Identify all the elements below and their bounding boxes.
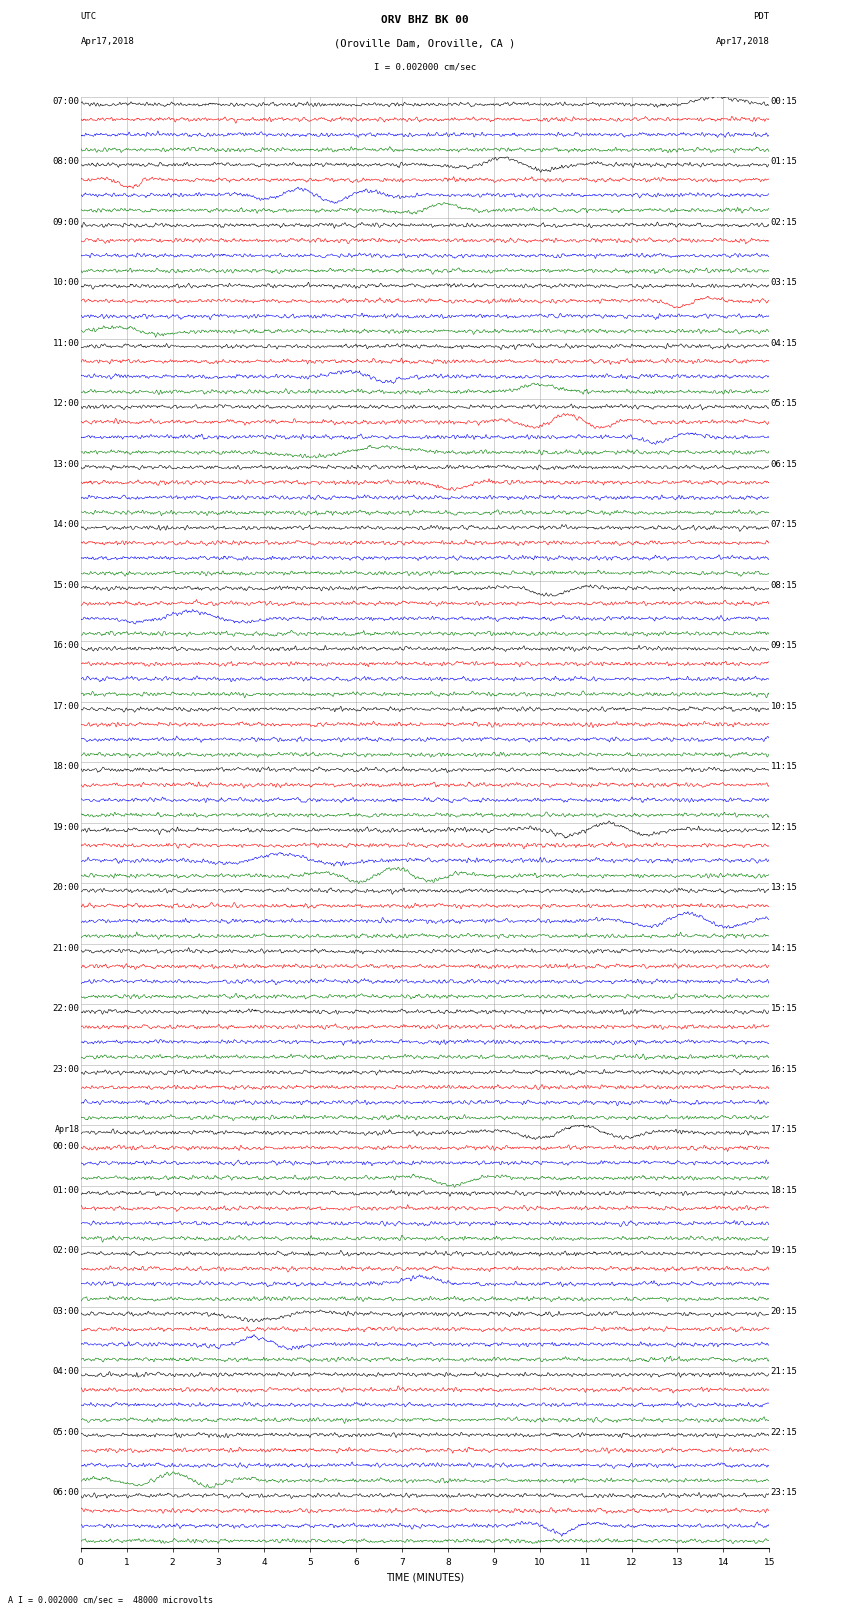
Text: 13:15: 13:15 [771,884,797,892]
Text: 00:15: 00:15 [771,97,797,106]
Text: 06:15: 06:15 [771,460,797,469]
Text: 08:00: 08:00 [53,158,79,166]
Text: 01:15: 01:15 [771,158,797,166]
Text: 07:15: 07:15 [771,519,797,529]
Text: 15:15: 15:15 [771,1003,797,1013]
Text: PDT: PDT [753,11,769,21]
Text: 12:00: 12:00 [53,400,79,408]
Text: 04:15: 04:15 [771,339,797,348]
Text: 21:15: 21:15 [771,1368,797,1376]
Text: 09:00: 09:00 [53,218,79,227]
Text: 14:15: 14:15 [771,944,797,953]
Text: 10:15: 10:15 [771,702,797,711]
Text: Apr17,2018: Apr17,2018 [81,37,134,45]
Text: I = 0.002000 cm/sec: I = 0.002000 cm/sec [374,63,476,73]
Text: A I = 0.002000 cm/sec =  48000 microvolts: A I = 0.002000 cm/sec = 48000 microvolts [8,1595,213,1605]
Text: 03:00: 03:00 [53,1307,79,1316]
Text: 09:15: 09:15 [771,642,797,650]
Text: 22:00: 22:00 [53,1003,79,1013]
Text: 01:00: 01:00 [53,1186,79,1195]
Text: Apr17,2018: Apr17,2018 [716,37,769,45]
Text: 15:00: 15:00 [53,581,79,590]
Text: 20:00: 20:00 [53,884,79,892]
Text: 17:15: 17:15 [771,1126,797,1134]
Text: Apr18: Apr18 [54,1126,79,1134]
Text: 13:00: 13:00 [53,460,79,469]
Text: 00:00: 00:00 [53,1142,79,1152]
Text: 05:15: 05:15 [771,400,797,408]
Text: 02:00: 02:00 [53,1245,79,1255]
Text: 23:15: 23:15 [771,1487,797,1497]
Text: 07:00: 07:00 [53,97,79,106]
Text: 03:15: 03:15 [771,279,797,287]
Text: 23:00: 23:00 [53,1065,79,1074]
Text: 21:00: 21:00 [53,944,79,953]
Text: 11:00: 11:00 [53,339,79,348]
X-axis label: TIME (MINUTES): TIME (MINUTES) [386,1573,464,1582]
Text: 20:15: 20:15 [771,1307,797,1316]
Text: 02:15: 02:15 [771,218,797,227]
Text: 19:15: 19:15 [771,1245,797,1255]
Text: 06:00: 06:00 [53,1487,79,1497]
Text: 22:15: 22:15 [771,1428,797,1437]
Text: (Oroville Dam, Oroville, CA ): (Oroville Dam, Oroville, CA ) [334,39,516,48]
Text: 10:00: 10:00 [53,279,79,287]
Text: UTC: UTC [81,11,97,21]
Text: 14:00: 14:00 [53,519,79,529]
Text: 16:15: 16:15 [771,1065,797,1074]
Text: 08:15: 08:15 [771,581,797,590]
Text: 16:00: 16:00 [53,642,79,650]
Text: ORV BHZ BK 00: ORV BHZ BK 00 [381,15,469,24]
Text: 04:00: 04:00 [53,1368,79,1376]
Text: 05:00: 05:00 [53,1428,79,1437]
Text: 18:00: 18:00 [53,763,79,771]
Text: 19:00: 19:00 [53,823,79,832]
Text: 17:00: 17:00 [53,702,79,711]
Text: 11:15: 11:15 [771,763,797,771]
Text: 12:15: 12:15 [771,823,797,832]
Text: 18:15: 18:15 [771,1186,797,1195]
